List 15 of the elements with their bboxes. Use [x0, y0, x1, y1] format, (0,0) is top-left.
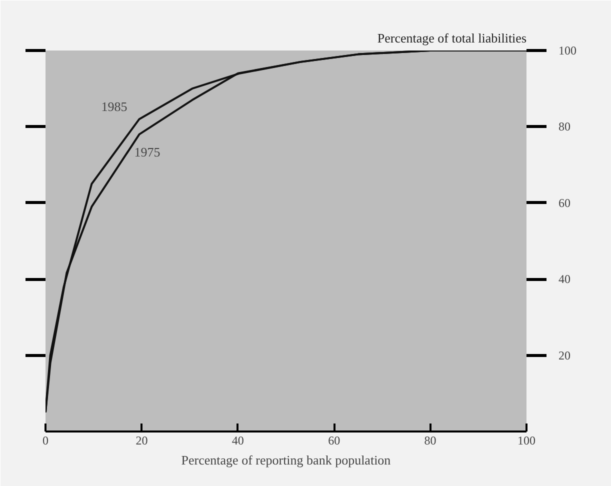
x-tick-label: 80 — [424, 434, 436, 448]
x-tick-label: 20 — [136, 434, 148, 448]
y2-tick-label: 40 — [558, 272, 570, 286]
x-tick-label: 60 — [328, 434, 340, 448]
y2-tick-label: 80 — [558, 120, 570, 134]
x-tick-label: 40 — [232, 434, 244, 448]
x-tick-label: 100 — [518, 434, 536, 448]
y2-tick-label: 20 — [558, 348, 570, 362]
y2-tick-label: 100 — [558, 44, 576, 58]
y2-axis-title: Percentage of total liabilities — [377, 30, 527, 46]
annotation: 1985 — [101, 99, 128, 114]
x-tick-label: 0 — [42, 434, 48, 448]
y2-tick-label: 60 — [558, 196, 570, 210]
x-axis-title: Percentage of reporting bank population — [181, 452, 392, 468]
annotation: 1975 — [134, 144, 160, 160]
